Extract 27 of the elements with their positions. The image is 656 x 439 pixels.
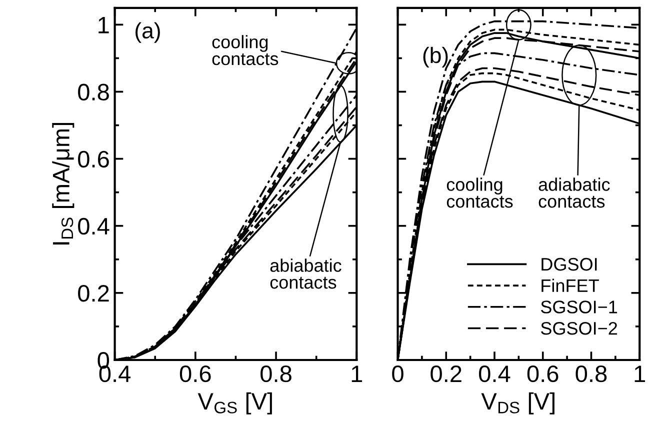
y-tick-label: 0.4 [78, 218, 110, 235]
x-tick-label: 0 [392, 365, 404, 382]
x-axis-title: V$_{GS}$ [V] [198, 392, 272, 414]
annotation: adiabatic contacts [538, 178, 610, 208]
y-tick-label: 0.6 [78, 150, 109, 168]
x-tick-label: 0.4 [479, 365, 510, 382]
y-axis-title: I$_{DS}$ [mA/μm] [52, 123, 74, 244]
x-tick-label: 0.6 [180, 365, 211, 382]
annotation: cooling contacts [212, 35, 278, 66]
legend-label: FinFET [542, 278, 599, 292]
legend-label: SGSOI−2 [540, 322, 618, 335]
x-tick-label: 0.8 [260, 365, 292, 382]
annotation: cooling contacts [446, 178, 513, 208]
x-tick-label: 0.2 [430, 365, 462, 382]
annotation: abiabatic contacts [270, 258, 342, 289]
x-tick-label: 1 [634, 366, 646, 382]
legend-label: DGSOI [542, 258, 597, 271]
x-tick-label: 0.8 [576, 365, 607, 382]
annotation: (b) [423, 46, 448, 68]
y-tick-label: 1 [98, 16, 109, 34]
x-tick-label: 0.6 [527, 365, 558, 382]
x-tick-label: 1 [352, 366, 362, 382]
legend-label: SGSOI−1 [540, 300, 618, 314]
x-axis-title: V$_{DS}$ [V] [481, 392, 554, 414]
y-tick-label: 0.8 [78, 84, 109, 101]
y-tick-label: 0.2 [78, 284, 109, 302]
annotation: (a) [136, 22, 160, 43]
